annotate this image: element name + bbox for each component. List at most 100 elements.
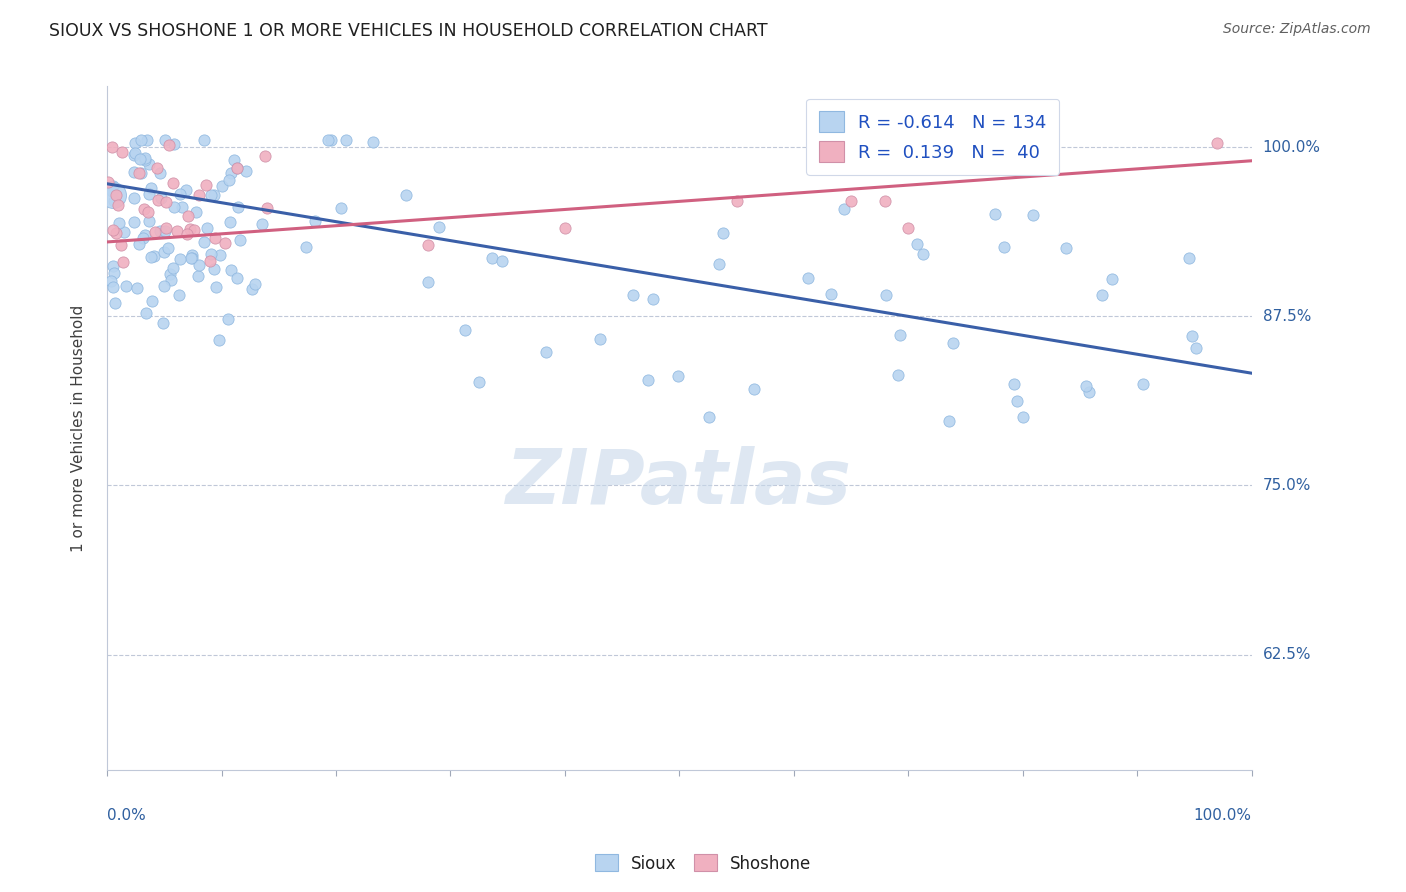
- Point: [938, 414, 960, 428]
- Point: [160, 273, 183, 287]
- Point: [208, 333, 231, 347]
- Point: [226, 200, 249, 214]
- Point: [139, 181, 162, 195]
- Point: [195, 220, 218, 235]
- Point: [666, 368, 689, 383]
- Point: [427, 219, 450, 234]
- Point: [204, 231, 226, 245]
- Point: [416, 237, 439, 252]
- Point: [101, 223, 124, 237]
- Point: [637, 373, 659, 387]
- Point: [887, 368, 910, 382]
- Point: [221, 166, 243, 180]
- Point: [149, 224, 172, 238]
- Point: [219, 215, 242, 229]
- Point: [129, 166, 152, 180]
- Point: [181, 251, 204, 265]
- Point: [198, 253, 221, 268]
- Point: [141, 293, 163, 308]
- Point: [467, 375, 489, 389]
- Point: [101, 178, 124, 193]
- Point: [536, 344, 558, 359]
- Point: [711, 226, 734, 240]
- Point: [193, 133, 215, 147]
- Point: [97, 175, 120, 189]
- Point: [179, 221, 201, 235]
- Point: [1177, 252, 1199, 266]
- Point: [1002, 377, 1025, 392]
- Point: [554, 221, 576, 235]
- Point: [124, 147, 146, 161]
- Point: [122, 215, 145, 229]
- Point: [214, 236, 236, 251]
- Point: [254, 149, 277, 163]
- Point: [101, 184, 124, 198]
- Point: [129, 133, 152, 147]
- Point: [218, 172, 240, 186]
- Text: 75.0%: 75.0%: [1263, 478, 1310, 493]
- Point: [240, 282, 263, 296]
- Point: [491, 254, 513, 268]
- Point: [832, 202, 855, 216]
- Point: [135, 306, 157, 320]
- Point: [1185, 341, 1208, 355]
- Point: [159, 268, 181, 282]
- Point: [193, 235, 215, 250]
- Text: 87.5%: 87.5%: [1263, 309, 1310, 324]
- Point: [942, 336, 965, 351]
- Point: [1132, 376, 1154, 391]
- Point: [134, 228, 156, 243]
- Point: [114, 279, 136, 293]
- Point: [984, 207, 1007, 221]
- Point: [101, 260, 124, 274]
- Text: 100.0%: 100.0%: [1263, 140, 1320, 154]
- Point: [1011, 410, 1033, 425]
- Point: [187, 187, 209, 202]
- Point: [167, 288, 190, 302]
- Point: [329, 201, 352, 215]
- Point: [112, 226, 135, 240]
- Point: [361, 135, 384, 149]
- Point: [155, 221, 177, 235]
- Point: [235, 164, 257, 178]
- Point: [839, 194, 862, 209]
- Point: [725, 194, 748, 209]
- Point: [589, 332, 612, 346]
- Point: [250, 217, 273, 231]
- Point: [1074, 378, 1097, 392]
- Point: [481, 251, 503, 265]
- Legend: R = -0.614   N = 134, R =  0.139   N =  40: R = -0.614 N = 134, R = 0.139 N = 40: [806, 99, 1060, 175]
- Point: [128, 237, 150, 252]
- Point: [200, 187, 222, 202]
- Point: [454, 323, 477, 337]
- Point: [149, 191, 172, 205]
- Point: [993, 240, 1015, 254]
- Point: [226, 161, 249, 175]
- Point: [101, 187, 124, 202]
- Y-axis label: 1 or more Vehicles in Household: 1 or more Vehicles in Household: [72, 304, 86, 551]
- Point: [124, 146, 146, 161]
- Text: 100.0%: 100.0%: [1194, 808, 1251, 823]
- Point: [195, 178, 218, 192]
- Point: [138, 186, 160, 201]
- Point: [905, 236, 928, 251]
- Point: [169, 187, 191, 202]
- Point: [153, 245, 176, 260]
- Point: [162, 261, 184, 276]
- Point: [162, 176, 184, 190]
- Point: [200, 247, 222, 261]
- Point: [707, 257, 730, 271]
- Point: [224, 153, 246, 168]
- Point: [321, 133, 343, 147]
- Point: [208, 248, 231, 262]
- Point: [143, 249, 166, 263]
- Point: [138, 214, 160, 228]
- Point: [217, 311, 239, 326]
- Point: [226, 271, 249, 285]
- Point: [176, 227, 198, 241]
- Point: [180, 251, 202, 265]
- Point: [153, 133, 176, 147]
- Point: [145, 161, 167, 175]
- Point: [132, 231, 155, 245]
- Point: [104, 295, 127, 310]
